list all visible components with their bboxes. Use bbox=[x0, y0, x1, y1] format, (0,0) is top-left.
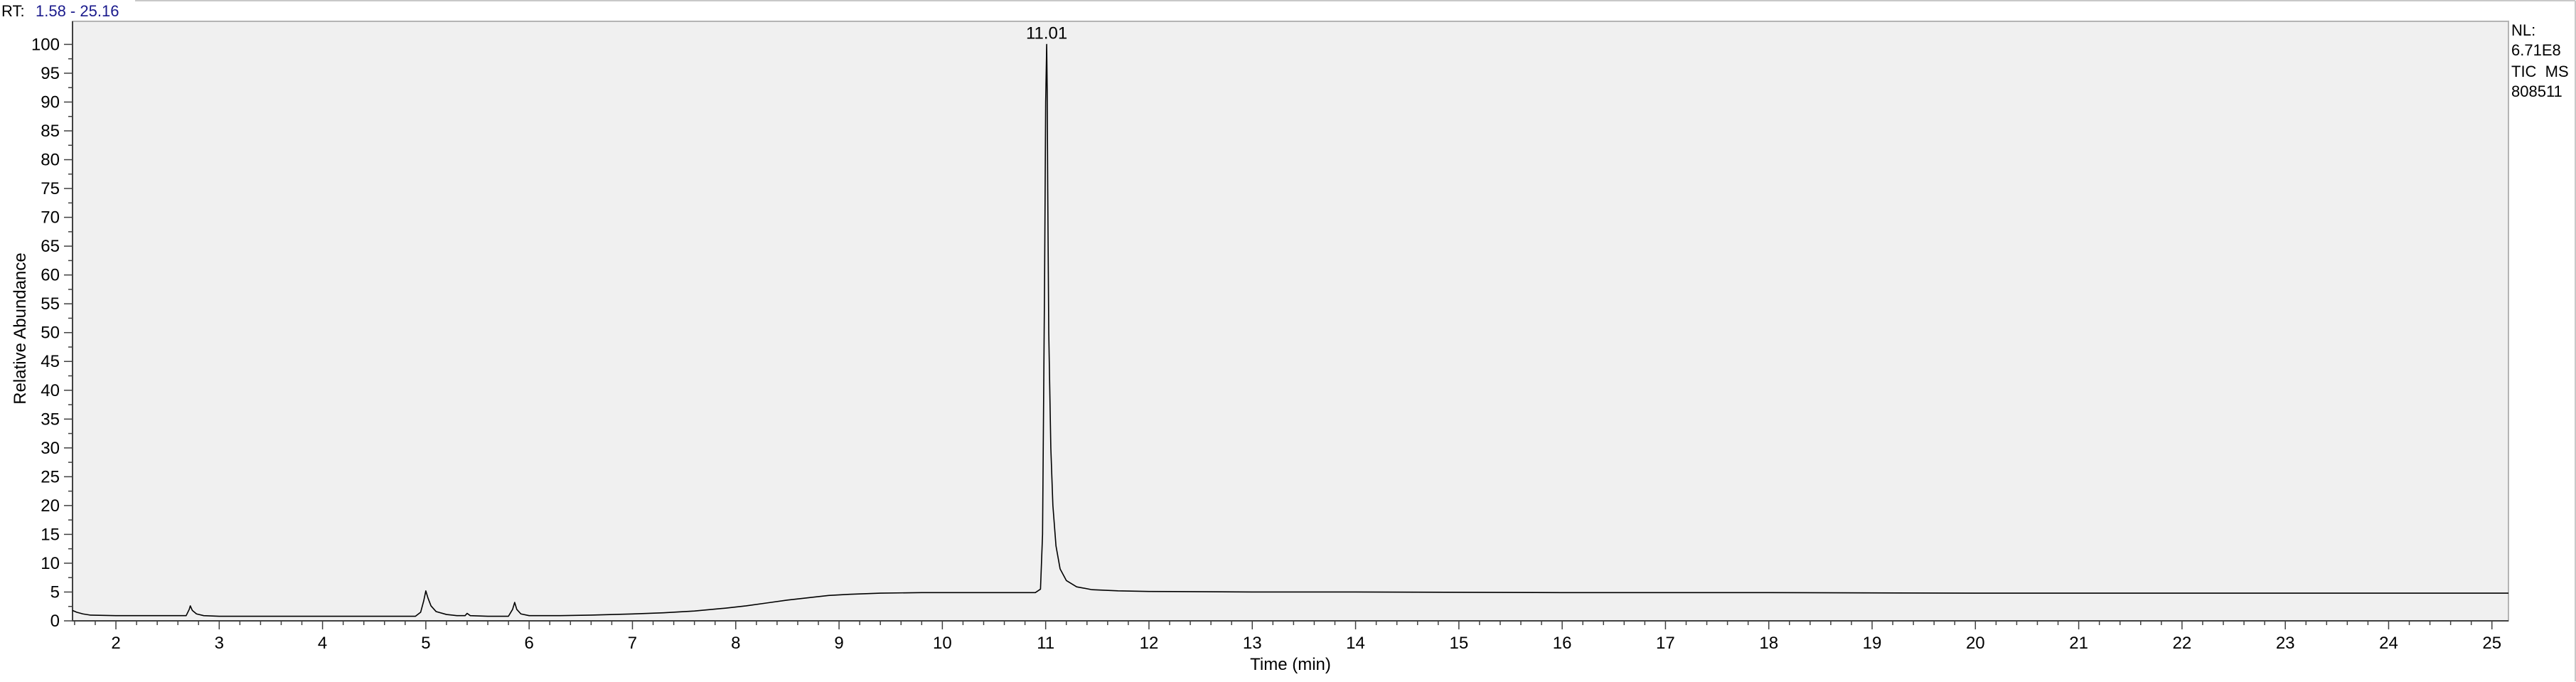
y-tick-label: 15 bbox=[41, 525, 60, 544]
x-tick-label: 3 bbox=[215, 634, 224, 653]
y-tick-label: 95 bbox=[41, 64, 60, 83]
y-tick-label: 0 bbox=[50, 612, 60, 631]
x-tick-label: 25 bbox=[2482, 634, 2501, 653]
x-tick-label: 7 bbox=[628, 634, 637, 653]
x-axis-title: Time (min) bbox=[1250, 655, 1331, 674]
x-tick-label: 20 bbox=[1966, 634, 1985, 653]
y-tick-label: 35 bbox=[41, 410, 60, 429]
scan-filter: TIC MS bbox=[2511, 63, 2569, 80]
x-axis-ticks: 2 3 4 5 6 7 8 9 10 11 12 13 14 15 16 17 18 19 20 21 22 23 24 25 bbox=[74, 621, 2501, 653]
chromatogram-trace bbox=[72, 43, 2508, 617]
x-tick-label: 14 bbox=[1346, 634, 1365, 653]
y-tick-label: 45 bbox=[41, 352, 60, 371]
y-tick-label: 20 bbox=[41, 496, 60, 516]
x-tick-label: 5 bbox=[421, 634, 430, 653]
y-tick-label: 100 bbox=[31, 35, 60, 54]
y-tick-label: 85 bbox=[41, 122, 60, 141]
y-tick-label: 40 bbox=[41, 381, 60, 400]
nl-label: NL: bbox=[2511, 21, 2535, 39]
x-tick-label: 19 bbox=[1863, 634, 1882, 653]
y-tick-label: 75 bbox=[41, 179, 60, 198]
y-axis-title: Relative Abundance bbox=[11, 252, 30, 405]
x-tick-label: 17 bbox=[1656, 634, 1675, 653]
rt-range: 1.58 - 25.16 bbox=[36, 2, 119, 20]
x-tick-label: 12 bbox=[1140, 634, 1159, 653]
x-tick-label: 9 bbox=[834, 634, 843, 653]
y-axis-ticks: 0 5 10 15 20 25 30 35 40 45 50 55 60 65 70 75 80 85 90 95 10… bbox=[31, 35, 73, 631]
y-tick-label: 90 bbox=[41, 92, 60, 112]
x-tick-label: 18 bbox=[1759, 634, 1778, 653]
y-tick-label: 50 bbox=[41, 324, 60, 343]
x-tick-label: 6 bbox=[525, 634, 534, 653]
x-tick-label: 16 bbox=[1553, 634, 1572, 653]
y-tick-label: 25 bbox=[41, 467, 60, 486]
y-tick-label: 55 bbox=[41, 294, 60, 314]
raw-file-name: 808511 bbox=[2511, 82, 2562, 100]
x-tick-label: 4 bbox=[318, 634, 327, 653]
x-tick-label: 23 bbox=[2276, 634, 2295, 653]
y-tick-label: 60 bbox=[41, 266, 60, 285]
x-tick-label: 15 bbox=[1449, 634, 1468, 653]
x-tick-label: 22 bbox=[2173, 634, 2192, 653]
x-tick-label: 2 bbox=[111, 634, 120, 653]
x-tick-label: 11 bbox=[1037, 634, 1054, 653]
x-tick-label: 13 bbox=[1243, 634, 1262, 653]
y-tick-label: 65 bbox=[41, 237, 60, 256]
nl-value: 6.71E8 bbox=[2511, 41, 2561, 59]
y-tick-label: 5 bbox=[50, 582, 60, 602]
peak-annotation: 11.01 bbox=[1026, 23, 1067, 43]
x-tick-label: 8 bbox=[731, 634, 740, 653]
y-tick-label: 80 bbox=[41, 151, 60, 170]
x-tick-label: 10 bbox=[933, 634, 952, 653]
rt-label: RT: bbox=[1, 2, 25, 20]
y-tick-label: 30 bbox=[41, 439, 60, 458]
x-tick-label: 24 bbox=[2379, 634, 2398, 653]
y-tick-label: 10 bbox=[41, 554, 60, 573]
plot-area[interactable] bbox=[72, 21, 2509, 622]
y-tick-label: 70 bbox=[41, 208, 60, 228]
x-tick-label: 21 bbox=[2069, 634, 2088, 653]
